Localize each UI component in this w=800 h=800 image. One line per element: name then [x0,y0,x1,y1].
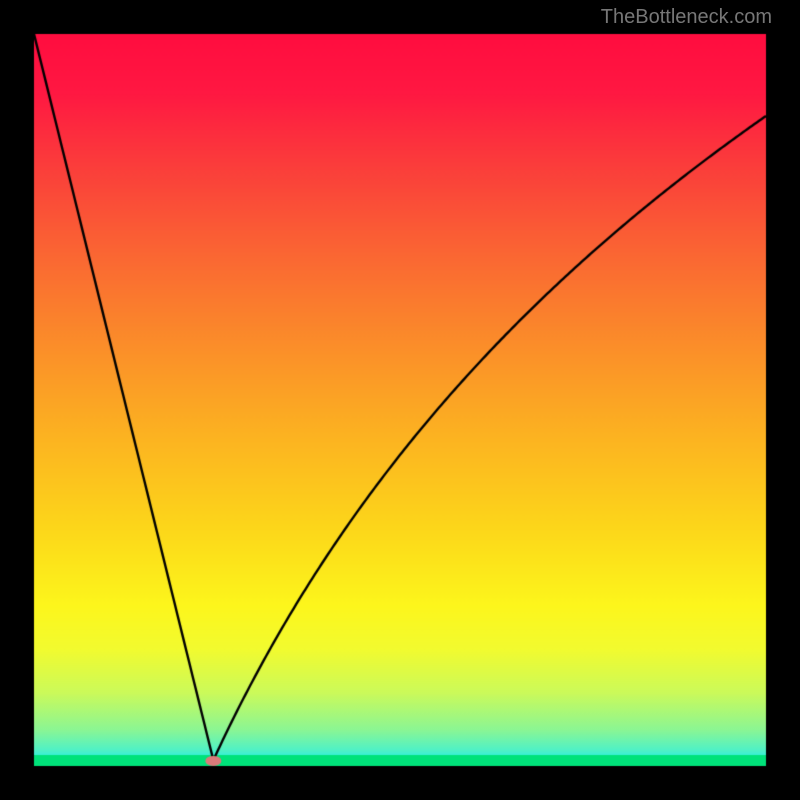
chart-container: TheBottleneck.com [0,0,800,800]
watermark-text: TheBottleneck.com [601,6,772,29]
bottleneck-curve-chart [0,0,800,800]
